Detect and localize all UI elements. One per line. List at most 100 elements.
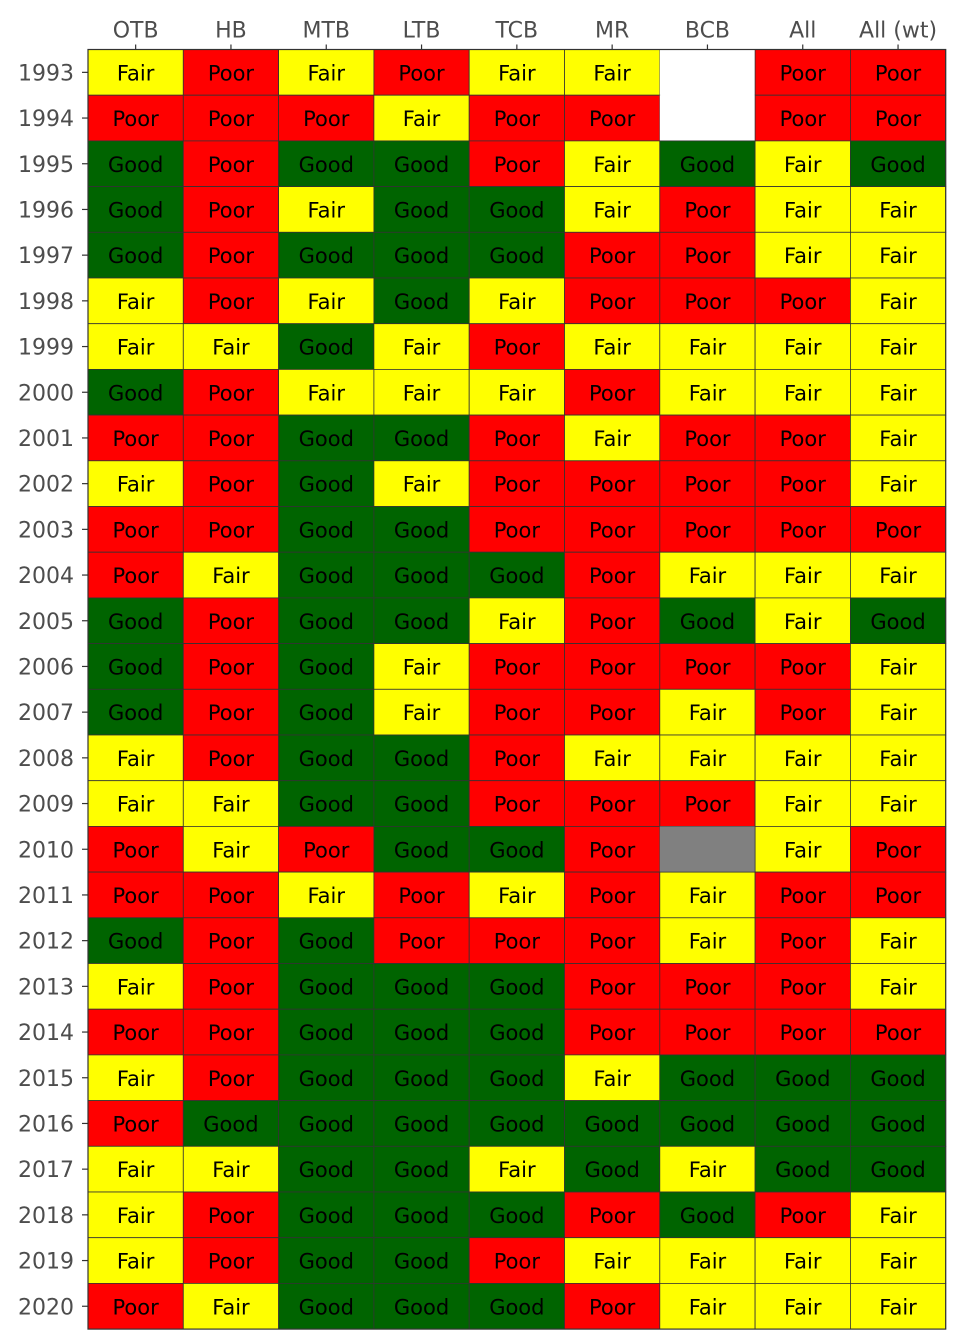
cell-label: Fair (117, 473, 155, 497)
column-label: OTB (113, 19, 159, 44)
heatmap-cell (373, 1008, 470, 1056)
cell-label: Good (299, 1204, 354, 1228)
heatmap-cell (87, 1191, 184, 1239)
cell-label: Good (108, 244, 163, 268)
heatmap-cell (659, 49, 756, 96)
heatmap-cell (182, 94, 280, 142)
cell-label: Good (394, 975, 449, 999)
cell-label: Fair (403, 473, 441, 497)
heatmap-cell (373, 1191, 470, 1239)
cell-label: Fair (593, 1067, 631, 1091)
cell-label: Fair (212, 838, 250, 862)
cell-label: Fair (879, 198, 917, 222)
heatmap-cell (468, 826, 565, 873)
cell-label: Fair (784, 336, 822, 360)
heatmap-cell (564, 1145, 661, 1193)
cell-label: Good (680, 1112, 735, 1136)
cell-label: Fair (593, 747, 631, 771)
cell-label: Fair (593, 61, 631, 85)
heatmap-cell (182, 277, 280, 325)
heatmap-cell (564, 506, 661, 553)
cell-label: Poor (684, 518, 731, 542)
cell-label: Fair (784, 153, 822, 177)
cell-label: Fair (403, 701, 441, 725)
cell-label: Good (108, 930, 163, 954)
heatmap-cell (373, 688, 470, 736)
cell-label: Fair (117, 1158, 155, 1182)
cell-label: Fair (308, 290, 346, 314)
heatmap-cell (564, 780, 661, 827)
cell-label: Good (394, 290, 449, 314)
heatmap-cell (278, 1008, 375, 1056)
cell-label: Good (394, 838, 449, 862)
cell-label: Poor (494, 1250, 541, 1274)
cell-label: Poor (494, 930, 541, 954)
heatmap-cell (468, 597, 565, 645)
cell-label: Fair (212, 336, 250, 360)
cell-label: Fair (593, 153, 631, 177)
heatmap-cell (182, 460, 280, 507)
heatmap-cell (850, 1145, 947, 1193)
cell-label: Fair (879, 427, 917, 451)
heatmap-cell (754, 94, 851, 142)
heatmap-cell (850, 734, 947, 782)
heatmap-cell (850, 231, 947, 279)
heatmap-cell (182, 1008, 280, 1056)
heatmap-cell (564, 231, 661, 279)
heatmap-cell (182, 368, 280, 416)
heatmap-cell (468, 871, 565, 919)
heatmap-cell (468, 1145, 565, 1193)
cell-label: Poor (494, 701, 541, 725)
cell-label: Poor (494, 336, 541, 360)
cell-label: Fair (879, 1250, 917, 1274)
heatmap-cell (564, 94, 661, 142)
cell-label: Good (108, 381, 163, 405)
heatmap-cell (659, 826, 756, 873)
heatmap-cell (754, 826, 851, 873)
heatmap-cell (564, 551, 661, 599)
cell-label: Poor (780, 518, 827, 542)
heatmap-cell (564, 1100, 661, 1147)
heatmap-cell (754, 186, 851, 233)
heatmap-cell (850, 140, 947, 187)
cell-label: Poor (684, 473, 731, 497)
heatmap-cell (278, 231, 375, 279)
cell-label: Good (299, 655, 354, 679)
cell-label: Poor (113, 518, 160, 542)
heatmap-cell (754, 1054, 851, 1102)
heatmap-cell (659, 368, 756, 416)
heatmap-cell (373, 826, 470, 873)
cell-label: Good (870, 610, 925, 634)
cell-label: Good (299, 1112, 354, 1136)
cell-label: Good (299, 244, 354, 268)
cell-label: Poor (113, 1295, 160, 1319)
heatmap-cell (373, 49, 470, 96)
row-label: 2018 (18, 1204, 74, 1229)
heatmap-cell (182, 1145, 280, 1193)
cell-label: Poor (208, 1021, 255, 1045)
cell-label: Good (680, 1204, 735, 1228)
cell-label: Good (870, 1158, 925, 1182)
cell-label: Poor (208, 244, 255, 268)
heatmap-cell (468, 1283, 565, 1330)
heatmap-cell (373, 94, 470, 142)
heatmap-cell (754, 688, 851, 736)
cell-label: Good (394, 610, 449, 634)
heatmap-cell (850, 780, 947, 827)
heatmap-cell (754, 597, 851, 645)
cell-label: Good (299, 564, 354, 588)
cell-label: Fair (117, 290, 155, 314)
heatmap-cell (564, 49, 661, 96)
cell-label: Poor (780, 930, 827, 954)
cell-label: Fair (784, 198, 822, 222)
row-label: 1994 (18, 107, 74, 132)
cell-label: Good (680, 610, 735, 634)
heatmap-cell (850, 643, 947, 690)
cell-label: Fair (498, 381, 536, 405)
cell-label: Poor (113, 564, 160, 588)
heatmap-cell (182, 688, 280, 736)
heatmap-cell (850, 551, 947, 599)
heatmap-cell (278, 323, 375, 370)
cell-label: Good (870, 153, 925, 177)
cell-label: Poor (113, 107, 160, 131)
